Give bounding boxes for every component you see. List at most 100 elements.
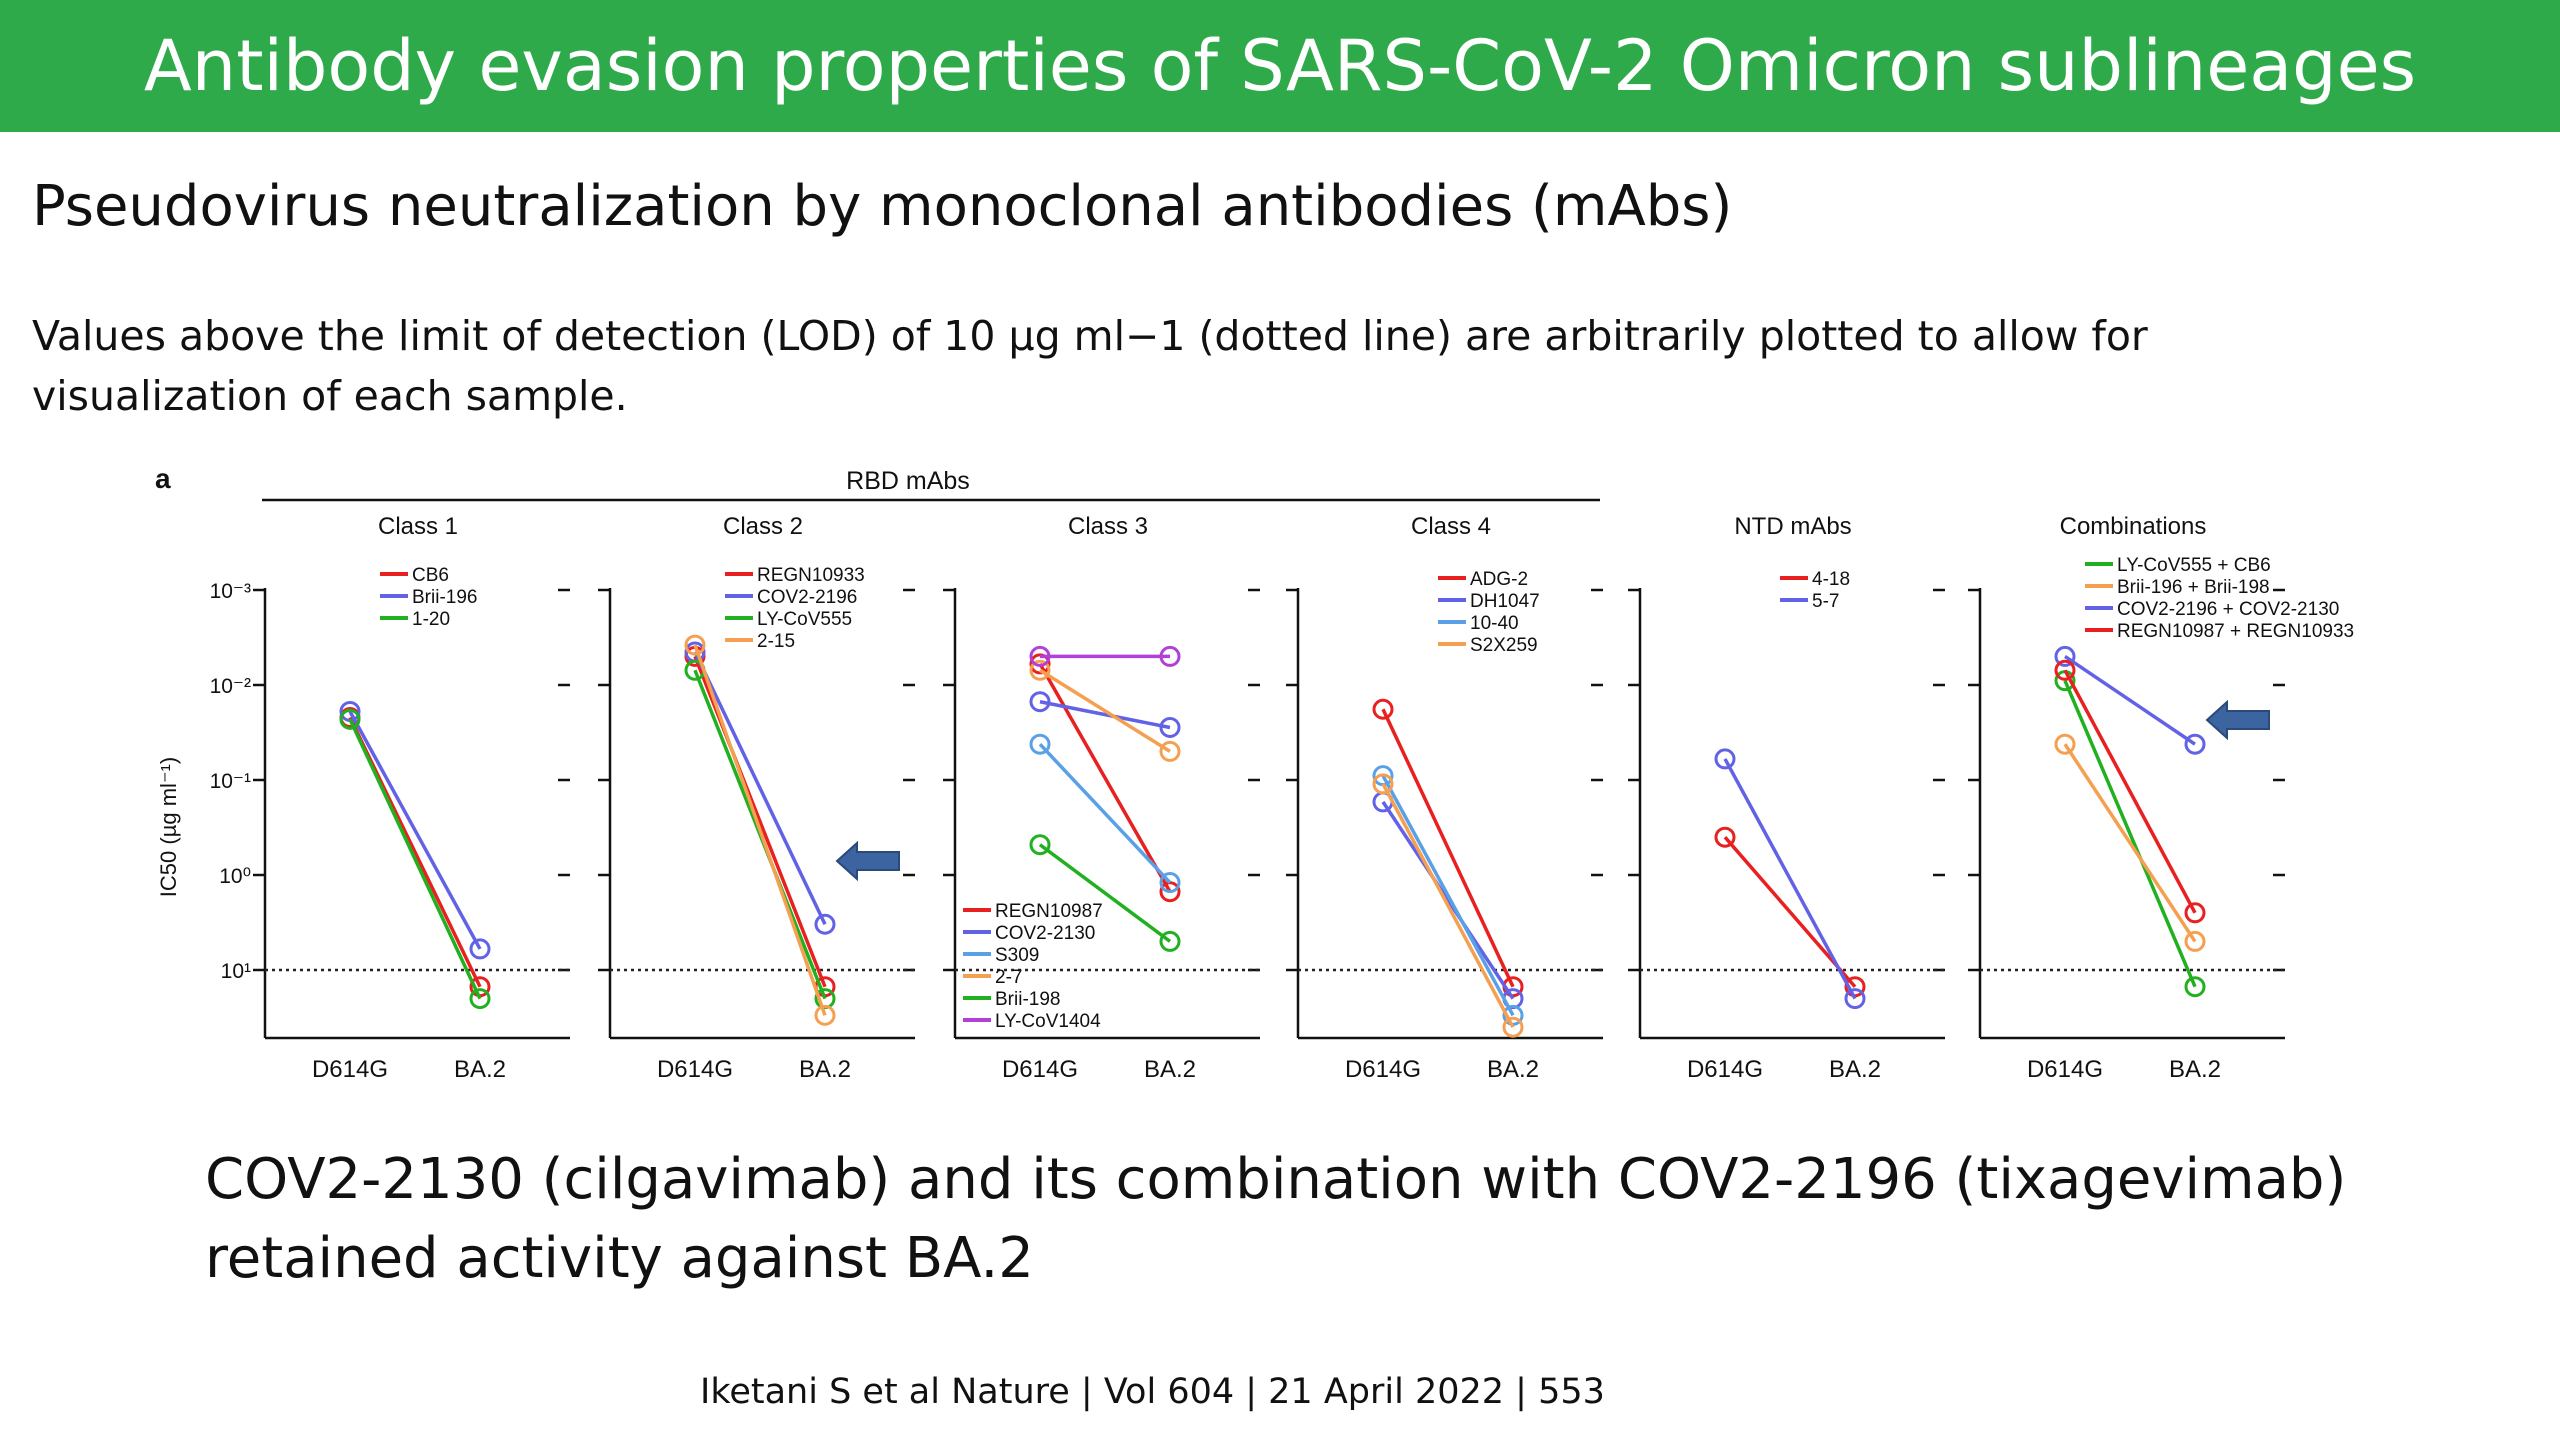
- legend-entry: LY-CoV555 + CB6: [2117, 555, 2271, 576]
- highlight-arrow-icon: [2205, 699, 2270, 741]
- y-tick-label: 10¹: [221, 960, 251, 983]
- series-line: [1381, 774, 1515, 1017]
- slide-subtitle: Pseudovirus neutralization by monoclonal…: [32, 174, 1733, 239]
- legend-entry: S309: [995, 945, 1039, 966]
- data-point: [339, 708, 361, 730]
- data-point: [1159, 930, 1181, 952]
- series-line: [693, 651, 827, 926]
- legend-entry: Brii-196 + Brii-198: [2117, 577, 2270, 598]
- y-tick-label: 10⁻²: [210, 675, 251, 698]
- legend-entry: CB6: [412, 565, 449, 586]
- panel-title: Class 4: [1411, 513, 1491, 540]
- legend-entry: 2-15: [757, 631, 795, 652]
- data-point: [684, 634, 706, 656]
- series-line: [1381, 783, 1515, 1029]
- panel-title: Class 2: [723, 513, 803, 540]
- panel-title: Class 3: [1068, 513, 1148, 540]
- data-point: [814, 913, 836, 935]
- data-point: [814, 1004, 836, 1026]
- data-point: [1372, 773, 1394, 795]
- legend-entry: ADG-2: [1470, 569, 1528, 590]
- x-tick-label: D614G: [1345, 1056, 1421, 1083]
- legend-entry: COV2-2130: [995, 923, 1095, 944]
- y-axis-label: IC50 (µg ml⁻¹): [156, 757, 181, 897]
- series-line: [2063, 679, 2197, 988]
- data-point: [1159, 872, 1181, 894]
- legend-entry: REGN10987: [995, 901, 1103, 922]
- series-line: [1381, 800, 1515, 1000]
- lod-note: Values above the limit of detection (LOD…: [32, 312, 2148, 420]
- x-tick-label: D614G: [312, 1056, 388, 1083]
- data-point: [1159, 716, 1181, 738]
- x-tick-label: BA.2: [799, 1056, 851, 1083]
- panel-title: NTD mAbs: [1734, 513, 1851, 540]
- data-point: [469, 988, 491, 1010]
- highlight-arrow-icon: [835, 840, 900, 882]
- series-line: [693, 644, 827, 1016]
- data-point: [1714, 826, 1736, 848]
- series-line: [693, 655, 827, 988]
- series-line: [1038, 843, 1172, 943]
- series-line: [1038, 663, 1172, 893]
- legend-entry: 1-20: [412, 609, 450, 630]
- data-point: [2054, 733, 2076, 755]
- legend-entry: LY-CoV555: [757, 609, 852, 630]
- x-tick-label: BA.2: [2169, 1056, 2221, 1083]
- legend-entry: 5-7: [1812, 591, 1839, 612]
- series-line: [1723, 758, 1857, 1000]
- panel-2: Class 3 D614G BA.2 REGN10987COV2-2130S3092-…: [943, 513, 1260, 1083]
- legend-entry: REGN10933: [757, 565, 865, 586]
- y-tick-label: 10⁻³: [210, 580, 251, 603]
- data-point: [1159, 881, 1181, 903]
- data-point: [469, 938, 491, 960]
- citation: Iketani S et al Nature | Vol 604 | 21 Ap…: [700, 1372, 1605, 1412]
- panel-5: Combinations D614G BA.2 LY-CoV555 + CB6Brii…: [1968, 513, 2354, 1083]
- y-tick-label: 10⁰: [219, 865, 251, 888]
- panel-title: Class 1: [378, 513, 458, 540]
- x-tick-label: BA.2: [454, 1056, 506, 1083]
- data-point: [1029, 645, 1051, 667]
- data-point: [2184, 733, 2206, 755]
- legend-entry: Brii-196: [412, 587, 477, 608]
- data-point: [2184, 976, 2206, 998]
- series-line: [2063, 669, 2197, 914]
- series-line: [1038, 743, 1172, 884]
- legend-entry: DH1047: [1470, 591, 1540, 612]
- x-tick-label: D614G: [1002, 1056, 1078, 1083]
- panel-1: Class 2 D614G BA.2 REGN10933COV2-2196LY-CoV…: [598, 513, 915, 1083]
- data-point: [2054, 659, 2076, 681]
- conclusion-text: COV2-2130 (cilgavimab) and its combinati…: [205, 1147, 2347, 1291]
- x-tick-label: BA.2: [1144, 1056, 1196, 1083]
- panel-title: Combinations: [2060, 513, 2207, 540]
- series-line: [1381, 708, 1515, 988]
- legend-entry: 2-7: [995, 967, 1022, 988]
- series-line: [348, 710, 482, 950]
- slide-title: Antibody evasion properties of SARS-CoV-…: [143, 25, 2417, 107]
- data-point: [2184, 930, 2206, 952]
- series-line: [2063, 743, 2197, 943]
- legend-entry: Brii-198: [995, 989, 1060, 1010]
- data-point: [1714, 748, 1736, 770]
- panel-4: NTD mAbs D614G BA.2 4-185-7: [1628, 513, 1945, 1083]
- x-tick-label: D614G: [1687, 1056, 1763, 1083]
- x-tick-label: D614G: [657, 1056, 733, 1083]
- data-point: [1159, 645, 1181, 667]
- title-banner: [0, 0, 2560, 132]
- rbd-group-label: RBD mAbs: [846, 467, 970, 495]
- data-point: [1159, 740, 1181, 762]
- legend-entry: COV2-2196: [757, 587, 857, 608]
- legend: 4-185-7: [1780, 569, 1850, 612]
- panel-letter: a: [155, 463, 171, 494]
- data-point: [2184, 902, 2206, 924]
- legend-entry: 4-18: [1812, 569, 1850, 590]
- y-tick-label: 10⁻¹: [210, 770, 251, 793]
- legend-entry: S2X259: [1470, 635, 1538, 656]
- legend-entry: REGN10987 + REGN10933: [2117, 621, 2354, 642]
- legend-entry: 10-40: [1470, 613, 1519, 634]
- x-tick-label: BA.2: [1829, 1056, 1881, 1083]
- x-tick-label: D614G: [2027, 1056, 2103, 1083]
